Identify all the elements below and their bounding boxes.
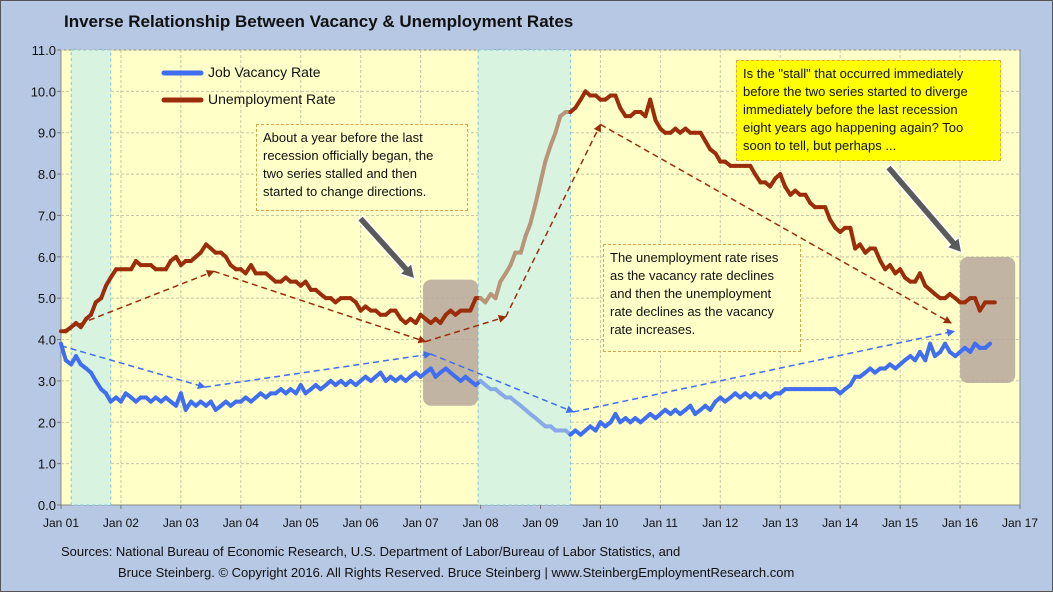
x-tick-label: Jan 05 — [283, 516, 319, 530]
x-tick-label: Jan 11 — [643, 516, 678, 530]
callout-line: recession officially began, the — [263, 148, 434, 163]
y-tick-label: 1.0 — [38, 457, 56, 472]
y-tick-label: 6.0 — [38, 250, 56, 265]
unemployment-series-segment — [518, 234, 528, 255]
unemployment-trend-arrow — [505, 123, 602, 318]
callout-pointers — [356, 163, 963, 281]
callout-line: rate declines as the vacancy — [610, 304, 775, 319]
x-tick-label: Jan 08 — [463, 516, 499, 530]
y-tick-label: 4.0 — [38, 333, 56, 348]
unemployment-trend-arrow — [600, 123, 952, 324]
y-tick-label: 10.0 — [31, 84, 56, 99]
x-tick-label: Jan 17 — [1002, 516, 1038, 530]
stall-box-2016 — [960, 256, 1016, 383]
y-tick-label: 2.0 — [38, 415, 56, 430]
x-tick-label: Jan 15 — [882, 516, 918, 530]
callout-line: The unemployment rate rises — [610, 250, 779, 265]
x-tick-label: Jan 03 — [163, 516, 199, 530]
unemployment-series-segment — [548, 130, 558, 148]
unemployment-series-segment — [528, 201, 538, 226]
callout-line: rate increases. — [610, 322, 696, 337]
x-tick-label: Jan 16 — [942, 516, 978, 530]
callout-line: as the vacancy rate declines — [610, 268, 775, 283]
x-tick-label: Jan 07 — [403, 516, 439, 530]
stall-box-2007 — [423, 279, 479, 406]
callout-line: before the two series started to diverge — [743, 84, 968, 99]
vacancy-series-segment — [178, 391, 188, 412]
vacancy-trend-arrow — [430, 353, 575, 414]
unemployment-series-segment — [872, 246, 883, 263]
vacancy-series-segment — [928, 341, 937, 359]
y-tick-label: 5.0 — [38, 291, 56, 306]
trend-arrows — [60, 123, 956, 414]
unemployment-trend-arrow — [213, 270, 427, 344]
x-tick-label: Jan 04 — [223, 516, 259, 530]
x-tick-label: Jan 10 — [582, 516, 618, 530]
callout-line: immediately before the last recession — [743, 102, 958, 117]
unemployment-series-segment — [99, 283, 108, 301]
x-tick-label: Jan 02 — [103, 516, 139, 530]
recession-band — [70, 49, 112, 506]
unemployment-series-segment — [523, 221, 533, 239]
unemployment-series-segment — [533, 180, 543, 206]
y-tick-label: 9.0 — [38, 126, 56, 141]
callout-inverse-note: The unemployment rate rises as the vacanc… — [603, 244, 801, 352]
unemployment-series-segment — [508, 250, 518, 268]
chart-title: Inverse Relationship Between Vacancy & U… — [64, 12, 574, 31]
callout-line: eight years ago happening again? Too — [743, 120, 964, 135]
x-tick-label: Jan 13 — [762, 516, 798, 530]
y-tick-label: 0.0 — [38, 498, 56, 513]
callout-question-note: Is the "stall" that occurred immediately… — [736, 60, 1001, 161]
callout-line: soon to tell, but perhaps ... — [743, 138, 897, 153]
vacancy-series-segment — [983, 341, 993, 350]
callout-line: two series stalled and then — [263, 166, 417, 181]
vacancy-trend-arrow — [573, 328, 956, 413]
y-tick-label: 11.0 — [32, 43, 56, 58]
unemployment-series-segment — [553, 114, 563, 135]
unemployment-trend-arrow — [425, 315, 507, 343]
unemployment-series-segment — [538, 159, 548, 185]
source-line-1: Sources: National Bureau of Economic Res… — [61, 544, 681, 559]
unemployment-series-segment — [848, 225, 858, 251]
legend-label-unemployment: Unemployment Rate — [208, 91, 336, 107]
callout-line: About a year before the last — [263, 130, 423, 145]
x-tick-label: Jan 12 — [702, 516, 738, 530]
callout-line: and then the unemployment — [610, 286, 772, 301]
x-tick-label: Jan 01 — [43, 516, 79, 530]
axes: 0.0 1.0 2.0 3.0 4.0 5.0 6.0 7.0 8.0 9.0 10.0 11.0 Ja… — [31, 43, 1039, 530]
x-tick-label: Jan 14 — [822, 516, 858, 530]
unemployment-series-segment — [613, 93, 623, 110]
y-tick-label: 3.0 — [38, 374, 56, 389]
pointer-to-2007-stall — [356, 214, 417, 281]
vacancy-trend-arrow — [60, 345, 206, 390]
unemployment-series-segment — [88, 300, 98, 317]
callout-line: started to change directions. — [263, 184, 427, 199]
unemployment-trend-arrow — [60, 270, 215, 332]
callout-stall-note: About a year before the last recession of… — [256, 124, 468, 211]
unemployment-series-segment — [493, 279, 503, 301]
callout-line: Is the "stall" that occurred immediately — [743, 66, 964, 81]
unemployment-series-segment — [648, 97, 658, 123]
x-tick-label: Jan 06 — [343, 516, 379, 530]
y-tick-label: 7.0 — [38, 208, 56, 223]
unemployment-series-segment — [468, 296, 478, 313]
legend-swatches — [161, 70, 204, 103]
x-tick-label: Jan 09 — [522, 516, 558, 530]
series-lines — [59, 89, 997, 437]
source-line-2: Bruce Steinberg. © Copyright 2016. All R… — [118, 565, 795, 580]
unemployment-series-segment — [823, 205, 832, 222]
pointer-to-2016-stall — [884, 163, 963, 255]
vacancy-trend-arrow — [204, 351, 432, 388]
y-tick-label: 8.0 — [38, 167, 56, 182]
unemployment-series-segment — [543, 143, 553, 164]
unemployment-series-segment — [778, 172, 788, 189]
legend-label-vacancy: Job Vacancy Rate — [208, 64, 321, 80]
unemployment-series-segment — [917, 271, 928, 288]
